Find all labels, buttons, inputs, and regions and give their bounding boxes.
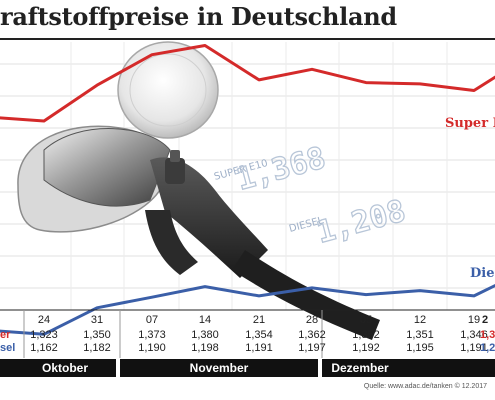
series-line-1 [0,283,495,336]
value-0-5: 1,354 [245,329,273,341]
date-tick-2: 31 [91,314,103,326]
value-1-4: 1,198 [191,342,219,354]
series-line-labels: Super E Die [445,116,495,281]
date-tick-9: 19 [468,314,480,326]
date-tick-5: 21 [253,314,265,326]
price-table: 24 31 07 14 21 28 05 12 19 21,323 1,350 1,373 1,380 1… [0,309,495,358]
title-rule [0,38,495,40]
series-label-0: Super E [445,116,495,131]
value-1-8: 1,195 [406,342,434,354]
source-note: Quelle: www.adac.de/tanken © 12.2017 [363,383,487,390]
month-label-1: November [190,361,249,375]
value-1-9: 1,191 [460,342,488,354]
date-tick-last: 2 [482,314,488,326]
month-bar: Oktober November Dezember [0,359,495,377]
date-tick-7: 05 [360,314,372,326]
chart-title: raftstoffpreise in Deutschland [0,2,397,31]
series-line-0 [0,44,495,123]
month-label-0: Oktober [42,361,88,375]
month-band-0 [0,359,116,377]
pump-diesel-digits: 1,208 [313,194,409,251]
date-tick-3: 07 [146,314,158,326]
fuel-nozzle-illustration: SUPER E10 1,368 DIESEL 1,208 [17,41,410,340]
row-label-0: er [0,329,11,341]
date-tick-6: 28 [306,314,318,326]
date-tick-8: 12 [414,314,426,326]
value-1-7: 1,192 [352,342,380,354]
value-last-0: 1,3 [480,329,495,341]
value-0-7: 1,352 [352,329,380,341]
value-0-9: 1,346 [460,329,488,341]
series-label-1: Die [470,266,494,281]
date-tick-1: 24 [38,314,50,326]
series-lines [0,44,495,336]
value-1-5: 1,191 [245,342,273,354]
month-label-2: Dezember [331,361,389,375]
date-tick-4: 14 [199,314,211,326]
value-0-6: 1,362 [298,329,326,341]
value-1-2: 1,182 [83,342,111,354]
row-label-1: sel [0,342,15,354]
value-0-2: 1,350 [83,329,111,341]
value-0-4: 1,380 [191,329,219,341]
pump-super-digits: 1,368 [233,141,329,198]
value-1-3: 1,190 [138,342,166,354]
value-last-1: 1,2 [480,342,495,354]
month-band-2 [322,359,495,377]
value-0-1: 1,323 [30,329,58,341]
value-0-3: 1,373 [138,329,166,341]
value-1-6: 1,197 [298,342,326,354]
value-1-1: 1,162 [30,342,58,354]
month-band-1 [120,359,318,377]
value-0-8: 1,351 [406,329,434,341]
